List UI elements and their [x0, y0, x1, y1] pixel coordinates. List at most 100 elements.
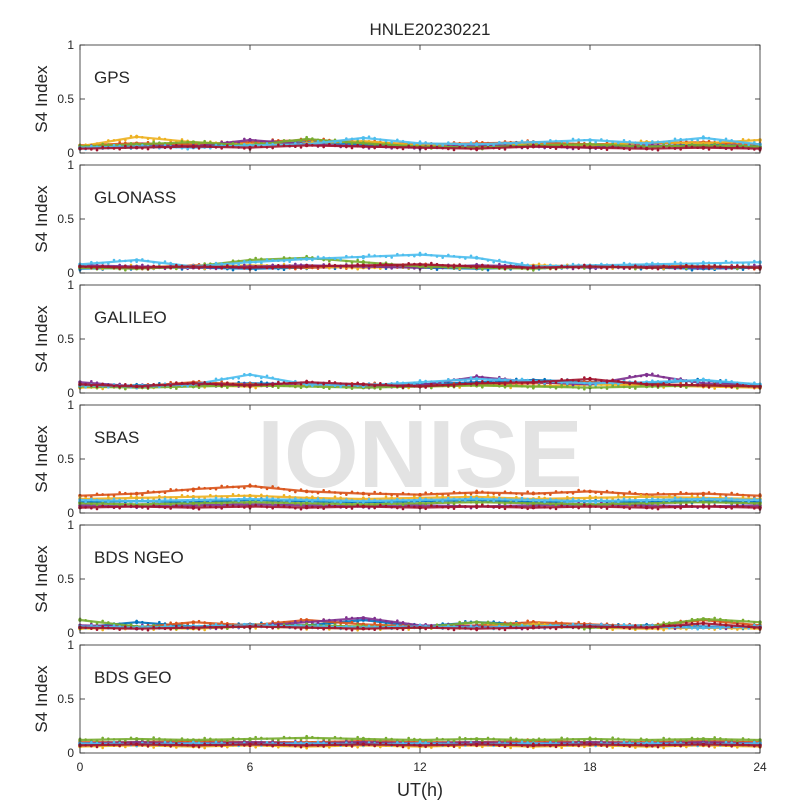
- scatter-dot: [458, 491, 461, 494]
- scatter-dot: [401, 253, 405, 257]
- scatter-dot: [328, 504, 331, 507]
- scatter-dot: [277, 624, 280, 627]
- y-tick-label: 0: [67, 146, 74, 160]
- scatter-dot: [690, 383, 694, 386]
- scatter-dot: [662, 492, 665, 496]
- scatter-dot: [481, 623, 484, 626]
- scatter-dot: [158, 500, 161, 504]
- scatter-dot: [605, 627, 609, 630]
- scatter-dot: [197, 267, 201, 270]
- scatter-dot: [373, 384, 376, 388]
- scatter-dot: [288, 256, 291, 260]
- scatter-dot: [662, 145, 665, 149]
- scatter-dot: [492, 627, 495, 630]
- scatter-dot: [118, 267, 121, 270]
- scatter-dot: [146, 628, 150, 632]
- scatter-dot: [163, 260, 167, 263]
- scatter-dot: [350, 616, 354, 620]
- scatter-dot: [430, 261, 433, 265]
- scatter-dot: [532, 264, 535, 268]
- scatter-dot: [141, 136, 144, 139]
- scatter-dot: [753, 621, 756, 624]
- scatter-dot: [350, 387, 354, 390]
- scatter-dot: [588, 500, 592, 504]
- scatter-dot: [469, 621, 473, 625]
- scatter-dot: [396, 252, 399, 256]
- scatter-dot: [271, 384, 274, 387]
- scatter-dot: [741, 493, 745, 497]
- scatter-dot: [520, 493, 524, 496]
- scatter-dot: [520, 496, 524, 500]
- scatter-dot: [452, 507, 456, 510]
- scatter-dot: [220, 502, 223, 505]
- scatter-dot: [243, 626, 246, 629]
- scatter-dot: [498, 147, 501, 150]
- y-axis-label: S4 Index: [32, 65, 51, 133]
- scatter-dot: [753, 267, 756, 270]
- scatter-dot: [600, 498, 603, 501]
- scatter-dot: [95, 498, 99, 502]
- scatter-dot: [90, 144, 93, 148]
- scatter-dot: [566, 385, 569, 388]
- scatter-dot: [299, 146, 303, 149]
- scatter-dot: [316, 144, 320, 148]
- scatter-dot: [322, 256, 325, 259]
- scatter-dot: [594, 495, 597, 499]
- scatter-dot: [226, 264, 229, 267]
- scatter-dot: [362, 504, 365, 508]
- scatter-dot: [741, 146, 745, 149]
- y-tick-label: 0.5: [57, 212, 74, 226]
- scatter-dot: [169, 507, 172, 510]
- scatter-dot: [135, 627, 138, 630]
- scatter-dot: [713, 138, 716, 141]
- scatter-dot: [379, 262, 382, 265]
- scatter-dot: [141, 498, 144, 502]
- scatter-dot: [679, 625, 682, 628]
- scatter-dot: [588, 139, 592, 143]
- scatter-dot: [435, 268, 439, 271]
- scatter-dot: [124, 625, 127, 629]
- scatter-dot: [413, 505, 416, 509]
- scatter-dot: [526, 378, 529, 382]
- scatter-dot: [566, 495, 569, 499]
- scatter-dot: [634, 624, 637, 627]
- scatter-dot: [702, 147, 705, 150]
- scatter-dot: [430, 498, 433, 502]
- scatter-dot: [577, 379, 580, 383]
- y-tick-label: 0.5: [57, 452, 74, 466]
- scatter-dot: [396, 497, 399, 501]
- scatter-dot: [328, 142, 331, 146]
- scatter-dot: [288, 505, 291, 509]
- scatter-dot: [396, 385, 399, 388]
- scatter-dot: [611, 490, 614, 494]
- scatter-dot: [356, 381, 359, 385]
- scatter-dot: [407, 504, 410, 508]
- scatter-dot: [634, 380, 637, 383]
- scatter-dot: [350, 266, 354, 269]
- scatter-dot: [322, 503, 325, 506]
- scatter-dot: [373, 265, 376, 268]
- scatter-dot: [611, 378, 614, 382]
- scatter-dot: [707, 491, 711, 494]
- scatter-dot: [169, 139, 172, 142]
- scatter-dot: [265, 266, 269, 270]
- scatter-dot: [588, 504, 592, 507]
- scatter-dot: [413, 495, 416, 498]
- scatter-dot: [435, 492, 439, 496]
- scatter-dot: [719, 617, 722, 621]
- scatter-dot: [458, 381, 461, 385]
- scatter-dot: [713, 262, 716, 265]
- scatter-dot: [617, 265, 620, 268]
- scatter-dot: [356, 504, 359, 507]
- scatter-dot: [515, 145, 518, 149]
- scatter-dot: [169, 498, 172, 501]
- scatter-dot: [617, 494, 620, 498]
- scatter-dot: [141, 263, 144, 267]
- scatter-dot: [112, 138, 116, 142]
- scatter-dot: [469, 254, 473, 258]
- scatter-dot: [424, 379, 427, 383]
- scatter-dot: [107, 262, 110, 265]
- scatter-dot: [600, 503, 603, 506]
